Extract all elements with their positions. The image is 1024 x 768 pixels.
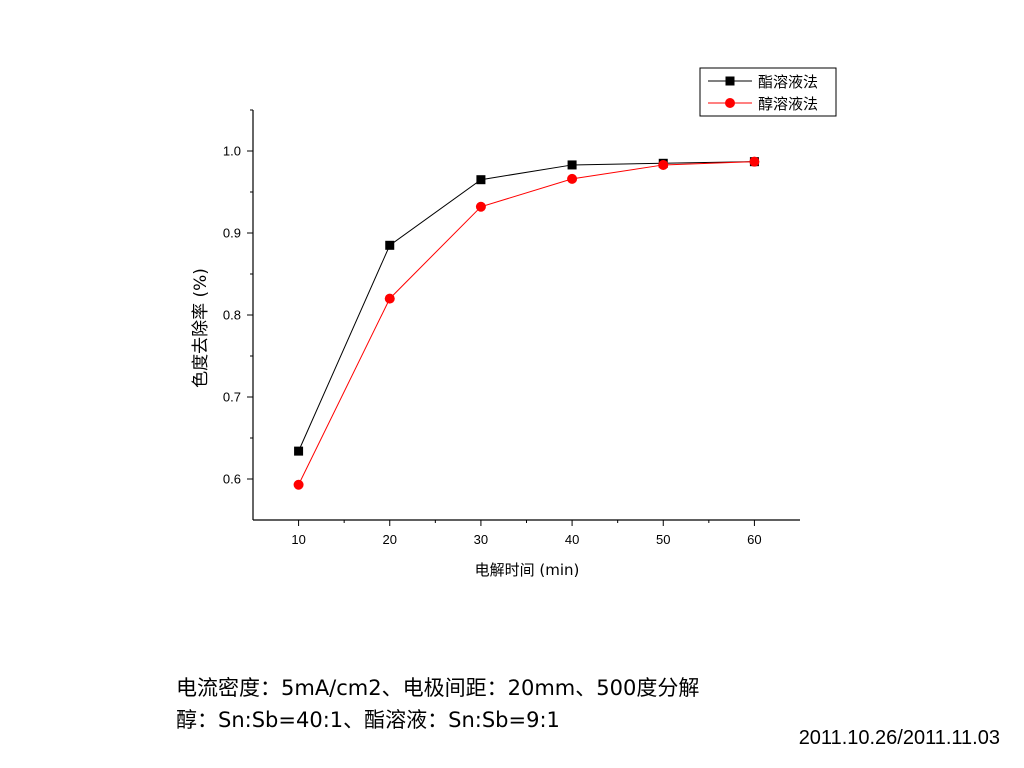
y-axis-label: 色度去除率 (%) xyxy=(191,268,211,388)
series-1-point xyxy=(567,160,577,170)
y-tick-label: 1.0 xyxy=(223,144,241,159)
x-tick-label: 50 xyxy=(656,532,670,547)
x-tick-label: 40 xyxy=(565,532,579,547)
series-1-line xyxy=(298,161,755,452)
x-tick-label: 20 xyxy=(383,532,397,547)
series-2-point xyxy=(475,201,486,212)
chart-series xyxy=(293,156,760,490)
y-tick-label: 0.9 xyxy=(223,226,241,241)
legend-label: 醇溶液法 xyxy=(758,95,818,113)
caption-line-2: 醇：Sn:Sb=40:1、酯溶液：Sn:Sb=9:1 xyxy=(176,708,560,732)
series-2-point xyxy=(749,156,760,167)
series-2-line xyxy=(298,161,755,485)
series-1-point xyxy=(476,175,486,185)
x-tick-label: 30 xyxy=(474,532,488,547)
y-tick-label: 0.6 xyxy=(223,472,241,487)
y-tick-label: 0.8 xyxy=(223,308,241,323)
series-2-point xyxy=(293,479,304,490)
x-tick-label: 60 xyxy=(747,532,761,547)
series-2-point xyxy=(658,159,669,170)
y-tick-label: 0.7 xyxy=(223,390,241,405)
series-1-point xyxy=(294,446,304,456)
date-stamp: 2011.10.26/2011.11.03 xyxy=(798,727,1000,749)
series-2-point xyxy=(384,293,395,304)
legend-marker xyxy=(725,76,735,86)
caption-line-1: 电流密度：5mA/cm2、电极间距：20mm、500度分解 xyxy=(176,676,700,700)
legend-label: 酯溶液法 xyxy=(758,73,818,91)
legend-box xyxy=(699,67,837,117)
x-tick-label: 10 xyxy=(291,532,305,547)
legend-marker xyxy=(725,98,735,108)
series-2-point xyxy=(567,173,578,184)
series-1-point xyxy=(385,240,395,250)
x-axis-label: 电解时间 (min) xyxy=(475,561,580,579)
chart-axes: 10 20 30 40 50 60 0.6 0.7 0.8 0.9 1.0 xyxy=(223,109,800,547)
